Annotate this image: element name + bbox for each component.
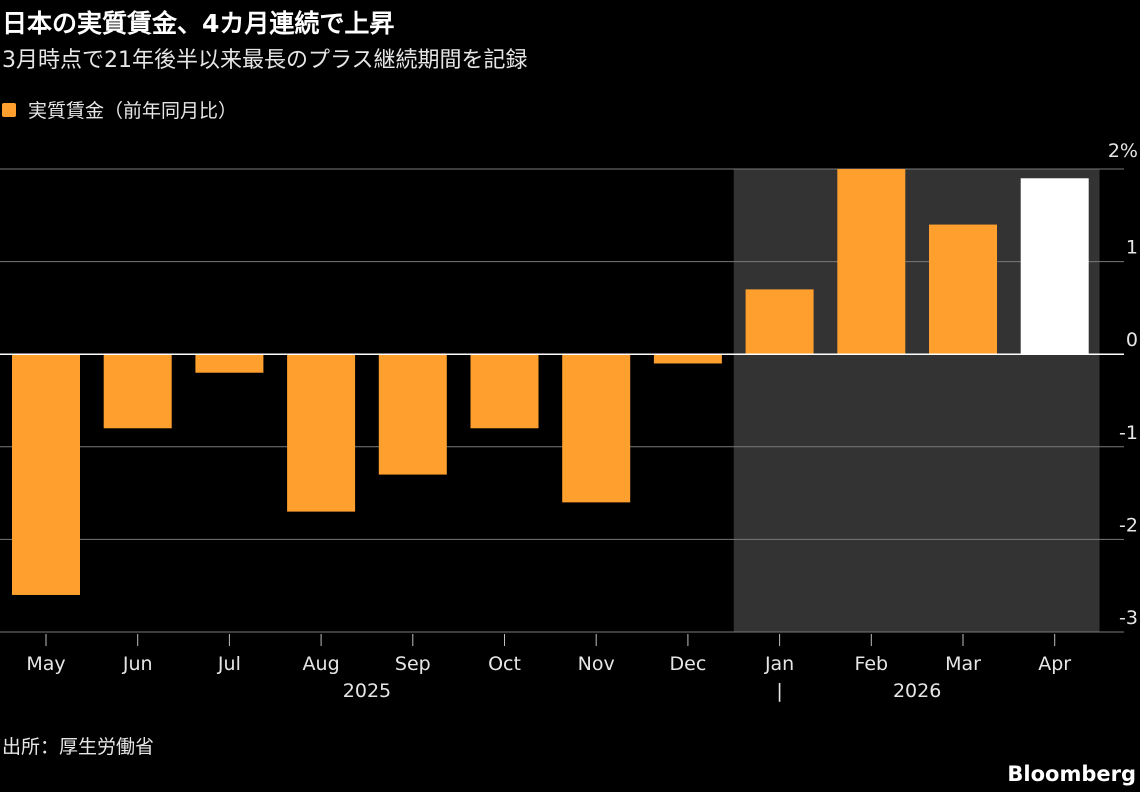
legend-swatch — [2, 102, 16, 117]
bar-mar — [929, 224, 997, 355]
y-tick-label: -1 — [1119, 422, 1138, 444]
y-tick-label: -2 — [1119, 514, 1138, 536]
bar-sep — [378, 354, 447, 475]
x-tick-label: Jul — [217, 653, 241, 675]
y-tick-label: 1 — [1126, 237, 1138, 259]
bar-oct — [470, 354, 539, 429]
x-tick-label: Aug — [303, 653, 340, 675]
legend-label: 実質賃金（前年同月比） — [28, 100, 238, 122]
year-label: 2025 — [343, 680, 391, 702]
bloomberg-logo: Bloomberg — [1007, 762, 1136, 786]
x-tick-label: Apr — [1038, 653, 1071, 675]
chart-subtitle: 3月時点で21年後半以来最長のプラス継続期間を記録 — [2, 48, 528, 73]
source-note: 出所：厚生労働省 — [2, 736, 155, 758]
bar-dec — [653, 354, 722, 364]
bar-chart: 2% 1 0 -1 -2 -3 May Jun Jul Aug Sep Oct Nov Dec Jan Feb… — [0, 140, 1138, 702]
x-tick-label: Jun — [122, 653, 153, 675]
chart-title: 日本の実質賃金、4カ月連続で上昇 — [2, 9, 395, 38]
year-separator: | — [776, 680, 782, 702]
year-label: 2026 — [893, 680, 941, 702]
x-tick-label: May — [26, 653, 65, 675]
bar-may — [12, 354, 80, 595]
y-tick-label: 2% — [1108, 140, 1138, 162]
x-tick-label: Dec — [670, 653, 707, 675]
bar-jul — [195, 354, 264, 373]
x-tick-label: Sep — [395, 653, 431, 675]
bar-apr — [1020, 178, 1089, 355]
y-tick-label: -3 — [1119, 607, 1138, 629]
x-tick-label: Jan — [764, 653, 794, 675]
bar-aug — [287, 354, 356, 512]
y-tick-label: 0 — [1126, 329, 1138, 351]
x-tick-label: Mar — [945, 653, 981, 675]
bar-feb — [837, 169, 906, 355]
bar-jun — [103, 354, 172, 429]
bar-jan — [745, 289, 814, 355]
bar-nov — [562, 354, 631, 503]
x-tick-label: Nov — [578, 653, 615, 675]
legend: 実質賃金（前年同月比） — [2, 96, 237, 123]
x-tick-label: Feb — [854, 653, 888, 675]
x-tick-label: Oct — [488, 653, 521, 675]
